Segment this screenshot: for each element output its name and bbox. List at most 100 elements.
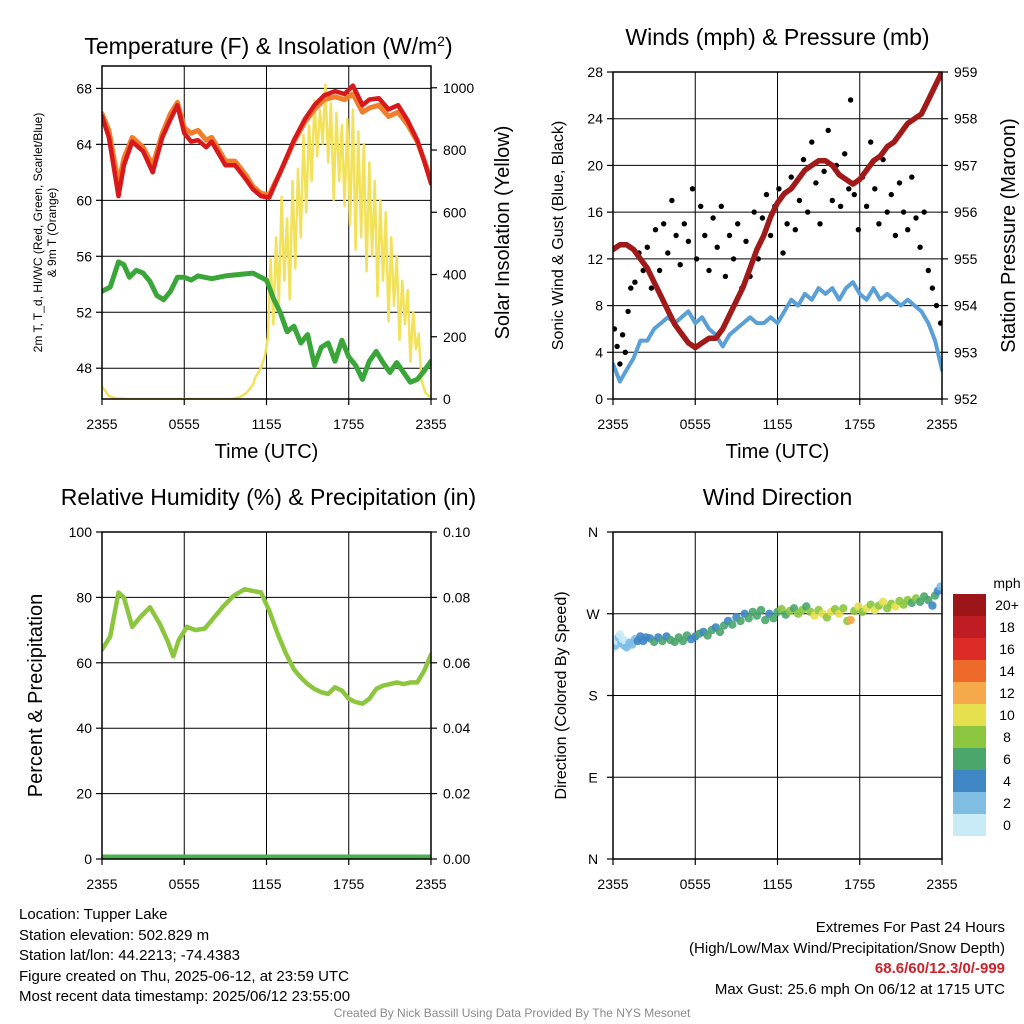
temp-border bbox=[101, 65, 432, 400]
wind-x-tick-label: 2355 bbox=[597, 416, 628, 432]
legend-swatch bbox=[953, 638, 986, 660]
gust-point bbox=[792, 227, 798, 233]
gust-point bbox=[702, 232, 708, 239]
gust-point bbox=[842, 151, 848, 157]
legend-label: 4 bbox=[1003, 773, 1011, 789]
wind-grid bbox=[694, 72, 861, 399]
legend-label: 18 bbox=[999, 619, 1015, 635]
max-gust-text: Max Gust: 25.6 mph On 06/12 at 1715 UTC bbox=[714, 980, 1005, 998]
insolation-line bbox=[102, 83, 431, 399]
rh-y-right-tick-label: 0.04 bbox=[443, 720, 470, 736]
gust-point bbox=[809, 139, 815, 145]
gust-point bbox=[726, 232, 733, 239]
gust-point bbox=[767, 232, 774, 239]
gust-point bbox=[784, 221, 790, 227]
legend-label: 20+ bbox=[995, 597, 1019, 613]
legend-label: 14 bbox=[999, 663, 1015, 679]
latlon-text: Station lat/lon: 44.2213; -74.4383 bbox=[19, 947, 241, 964]
dir-border bbox=[612, 531, 943, 860]
dir-y-tick-label: E bbox=[588, 769, 597, 785]
gust-point bbox=[718, 203, 724, 209]
extremes-title: Extremes For Past 24 Hours bbox=[815, 919, 1005, 936]
gust-point bbox=[837, 203, 844, 209]
wind-x-tick-label: 2355 bbox=[926, 416, 957, 432]
wind-y-axis-label: Sonic Wind & Gust (Blue, Black) bbox=[550, 121, 567, 350]
rh-y-right-tick-label: 0.00 bbox=[443, 851, 470, 867]
legend-swatch bbox=[953, 792, 986, 814]
gust-point bbox=[640, 267, 646, 274]
rh-x-tick-label: 0555 bbox=[169, 876, 200, 892]
gust-point bbox=[613, 326, 618, 332]
wind-y-tick-label: 28 bbox=[587, 64, 603, 80]
temp-y-right-tick-label: 0 bbox=[443, 391, 451, 407]
rh-y-right-tick-label: 0.06 bbox=[443, 655, 470, 671]
gust-point bbox=[693, 256, 700, 262]
direction-point bbox=[936, 582, 942, 591]
gust-point bbox=[805, 209, 811, 215]
gust-point bbox=[872, 186, 878, 192]
wind-x-axis-label: Time (UTC) bbox=[726, 441, 830, 463]
extremes-info: Extremes For Past 24 Hours (High/Low/Max… bbox=[689, 918, 1005, 1000]
legend-label: 0 bbox=[1003, 817, 1011, 833]
legend-title: mph bbox=[993, 575, 1020, 591]
gust-point bbox=[759, 215, 766, 221]
wind-y-tick-label: 16 bbox=[587, 204, 603, 220]
temp-x-tick-label: 0555 bbox=[169, 416, 200, 432]
gust-point bbox=[685, 238, 692, 244]
credit-text: Created By Nick Bassill Using Data Provi… bbox=[333, 1006, 691, 1020]
direction-point bbox=[769, 614, 778, 623]
legend-swatch bbox=[953, 814, 986, 836]
rh-y-tick-label: 20 bbox=[76, 786, 92, 802]
gust-point bbox=[788, 174, 794, 180]
rh-x-tick-label: 2355 bbox=[415, 876, 446, 892]
gust-point bbox=[632, 279, 638, 285]
gust-point bbox=[677, 262, 683, 268]
legend-label: 12 bbox=[999, 685, 1015, 701]
temp-y-axis-label: 2m T, T_d, HI/WC (Red, Green, Scarlet/Bl… bbox=[31, 113, 45, 353]
direction-point bbox=[761, 615, 770, 625]
gust-point bbox=[743, 238, 749, 244]
wind-y-right-tick-label: 954 bbox=[954, 298, 978, 314]
gust-point bbox=[851, 191, 857, 198]
direction-point bbox=[744, 614, 753, 623]
rh-x-tick-label: 2355 bbox=[86, 876, 117, 892]
gust-point bbox=[846, 186, 852, 192]
elevation-text: Station elevation: 502.829 m bbox=[19, 926, 210, 944]
gust-point bbox=[796, 197, 803, 204]
recent-text: Most recent data timestamp: 2025/06/12 2… bbox=[19, 988, 351, 1005]
rh-border bbox=[101, 531, 432, 860]
gust-point bbox=[644, 244, 650, 250]
dewpoint-line bbox=[102, 259, 431, 385]
dir-y-tick-label: S bbox=[588, 688, 597, 704]
gust-point bbox=[735, 221, 741, 227]
dir-y-tick-label: N bbox=[588, 851, 598, 867]
rh-y-tick-label: 0 bbox=[84, 851, 92, 867]
wind-y-right-tick-label: 956 bbox=[954, 204, 978, 220]
gust-point bbox=[656, 267, 663, 274]
rh-x-tick-label: 1155 bbox=[251, 876, 281, 892]
rh-y-tick-label: 60 bbox=[76, 655, 92, 671]
temp-y-tick-label: 68 bbox=[76, 80, 92, 96]
gust-point bbox=[665, 250, 671, 256]
wind-y-tick-label: 24 bbox=[587, 111, 603, 127]
gust-point bbox=[876, 221, 882, 227]
legend-swatch bbox=[953, 748, 986, 770]
dir-y-tick-label: W bbox=[586, 606, 600, 622]
gust-point bbox=[884, 209, 890, 215]
gust-point bbox=[617, 361, 623, 367]
extremes-subtitle: (High/Low/Max Wind/Precipitation/Snow De… bbox=[689, 939, 1005, 957]
legend-label: 8 bbox=[1003, 729, 1011, 745]
gust-point bbox=[648, 285, 655, 291]
gust-point bbox=[925, 267, 931, 274]
rh-x-tick-label: 1755 bbox=[333, 876, 364, 892]
gust-point bbox=[896, 180, 903, 186]
wind-y-tick-label: 0 bbox=[595, 391, 603, 407]
gust-point bbox=[619, 332, 626, 338]
temp-y-right-tick-label: 800 bbox=[443, 142, 467, 158]
rh-panel-title: Relative Humidity (%) & Precipitation (i… bbox=[61, 484, 476, 510]
rh-y-tick-label: 100 bbox=[69, 524, 93, 540]
gust-point bbox=[847, 97, 854, 103]
temp-y-tick-label: 56 bbox=[76, 248, 92, 264]
direction-point bbox=[839, 604, 848, 613]
